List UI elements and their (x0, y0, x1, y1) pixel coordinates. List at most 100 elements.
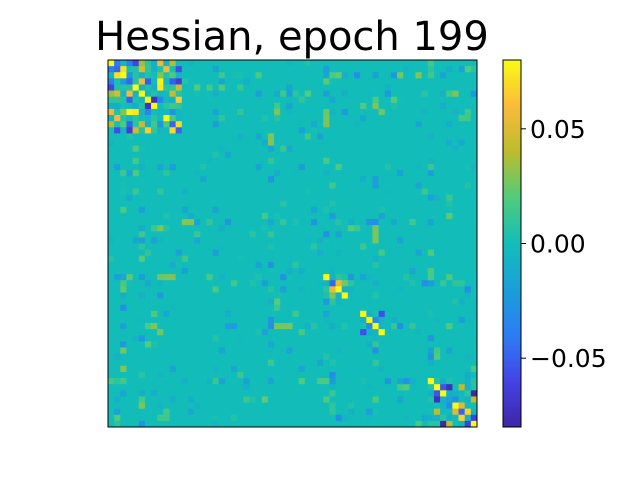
heatmap-cell (280, 151, 287, 159)
heatmap-cell (286, 365, 293, 373)
heatmap-cell (138, 396, 146, 403)
heatmap-cell (138, 225, 146, 232)
heatmap-cell (298, 371, 306, 379)
heatmap-cell (427, 414, 435, 422)
heatmap-cell (458, 420, 466, 428)
heatmap-cell (163, 384, 170, 391)
heatmap-cell (237, 353, 244, 361)
heatmap-cell (415, 329, 423, 336)
heatmap-cell (354, 304, 361, 312)
heatmap-cell (169, 335, 177, 342)
heatmap-cell (200, 206, 207, 214)
heatmap-cell (317, 145, 324, 153)
heatmap-cell (384, 72, 392, 79)
heatmap-cell (378, 329, 386, 336)
heatmap-cell (163, 316, 170, 324)
heatmap-cell (415, 200, 423, 208)
heatmap-cell (390, 316, 398, 324)
heatmap-cell (372, 170, 379, 177)
heatmap-cell (409, 121, 416, 128)
heatmap-cell (335, 390, 343, 397)
heatmap-cell (384, 212, 392, 220)
heatmap-cell (323, 102, 330, 110)
heatmap-cell (390, 219, 398, 226)
heatmap-cell (409, 402, 416, 410)
heatmap-cell (132, 335, 140, 342)
heatmap-cell (360, 225, 367, 232)
heatmap-cell (151, 115, 158, 122)
heatmap-cell (132, 151, 140, 159)
heatmap-cell (323, 353, 330, 361)
heatmap-cell (231, 298, 238, 306)
heatmap-cell (151, 127, 158, 134)
heatmap-cell (292, 219, 300, 226)
heatmap-cell (200, 396, 207, 403)
heatmap-cell (452, 298, 459, 306)
heatmap-cell (354, 384, 361, 391)
heatmap-cell (335, 378, 343, 385)
heatmap-cell (280, 371, 287, 379)
heatmap-cell (292, 408, 300, 416)
heatmap-cell (372, 139, 379, 147)
heatmap-cell (218, 115, 226, 122)
heatmap-cell (261, 267, 269, 275)
heatmap-cell (231, 292, 238, 299)
heatmap-cell (360, 182, 367, 189)
heatmap-cell (341, 157, 349, 165)
heatmap-cell (120, 127, 127, 134)
heatmap-cell (360, 145, 367, 153)
heatmap-cell (255, 267, 263, 275)
heatmap-cell (415, 359, 423, 367)
heatmap-cell (280, 182, 287, 189)
heatmap-cell (397, 274, 404, 281)
heatmap-cell (378, 237, 386, 244)
heatmap-cell (304, 390, 312, 397)
heatmap-cell (231, 212, 238, 220)
heatmap-cell (323, 237, 330, 244)
heatmap-cell (231, 188, 238, 195)
heatmap-cell (329, 249, 336, 257)
heatmap-cell (341, 304, 349, 312)
heatmap-cell (249, 133, 256, 140)
heatmap-cell (390, 231, 398, 238)
heatmap-cell (120, 310, 127, 318)
heatmap-cell (409, 365, 416, 373)
heatmap-cell (151, 157, 158, 165)
heatmap-cell (384, 335, 392, 342)
heatmap-cell (274, 267, 281, 275)
heatmap-cell (157, 396, 164, 403)
heatmap-cell (298, 316, 306, 324)
heatmap-cell (243, 182, 250, 189)
heatmap-cell (464, 84, 472, 91)
heatmap-cell (280, 212, 287, 220)
heatmap-cell (292, 170, 300, 177)
heatmap-cell (261, 359, 269, 367)
heatmap-cell (261, 298, 269, 306)
heatmap-cell (237, 78, 244, 85)
heatmap-cell (440, 408, 447, 416)
heatmap-cell (286, 286, 293, 293)
heatmap-cell (157, 329, 164, 336)
heatmap-cell (335, 212, 343, 220)
heatmap-cell (378, 335, 386, 342)
heatmap-cell (452, 182, 459, 189)
heatmap-cell (304, 329, 312, 336)
heatmap-cell (200, 127, 207, 134)
heatmap-cell (151, 170, 158, 177)
heatmap-cell (470, 304, 478, 312)
heatmap-cell (200, 371, 207, 379)
heatmap-cell (304, 200, 312, 208)
heatmap-cell (397, 390, 404, 397)
heatmap-cell (366, 353, 373, 361)
heatmap-cell (108, 255, 115, 263)
heatmap-cell (126, 66, 133, 73)
heatmap-cell (329, 323, 336, 330)
heatmap-cell (335, 323, 343, 330)
heatmap-cell (151, 267, 158, 275)
heatmap-cell (354, 96, 361, 104)
heatmap-cell (237, 127, 244, 134)
heatmap-cell (409, 280, 416, 287)
heatmap-cell (274, 335, 281, 342)
heatmap-cell (108, 66, 115, 73)
heatmap-cell (329, 176, 336, 183)
